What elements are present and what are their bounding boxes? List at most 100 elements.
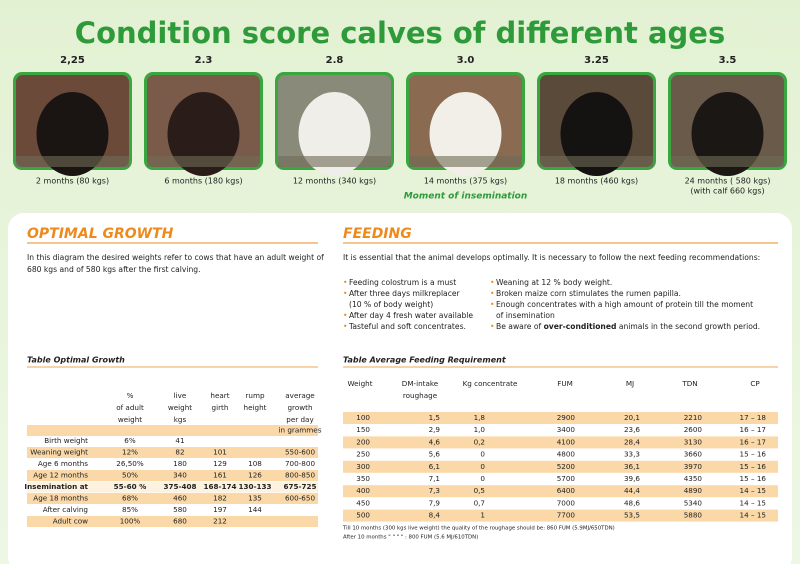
- row-band: [27, 447, 318, 458]
- table-cell: 1,8: [474, 413, 486, 422]
- table-cell: 212: [213, 517, 227, 526]
- table-cell: 200: [356, 437, 370, 446]
- table-cell: 15 – 16: [740, 474, 767, 483]
- table-cell: 300: [356, 462, 370, 471]
- table-cell: 4,6: [429, 437, 441, 446]
- table-cell: 14 – 15: [740, 511, 766, 520]
- table-cell: 82: [175, 448, 184, 457]
- table-cell: 500: [356, 511, 370, 520]
- table-cell: 7700: [557, 511, 576, 520]
- table-cell: 85%: [122, 505, 138, 514]
- table-cell: 33,3: [624, 450, 640, 459]
- column-header: CP: [750, 379, 760, 388]
- table-cell: 580: [173, 505, 187, 514]
- bullet-part: Be aware of: [496, 322, 544, 331]
- table-cell: 2900: [557, 413, 576, 422]
- row-band: [343, 460, 778, 473]
- table-cell: 41: [175, 436, 184, 445]
- column-header: Weight: [347, 379, 372, 388]
- photo-caption: 14 months (375 kgs): [424, 177, 507, 186]
- table-cell: 7,1: [429, 474, 440, 483]
- column-header: roughage: [403, 391, 438, 400]
- photo-ground: [671, 156, 784, 167]
- photo-caption: 24 months ( 580 kgs): [685, 177, 771, 186]
- table-cell: 5200: [557, 462, 576, 471]
- table-cell: 4100: [557, 437, 576, 446]
- table-cell: 12%: [122, 448, 138, 457]
- table-cell: 161: [213, 471, 227, 480]
- column-header: TDN: [681, 379, 697, 388]
- calf-body: [691, 92, 764, 176]
- feeding-intro: It is essential that the animal develops…: [343, 253, 760, 262]
- table-cell: 0: [480, 474, 485, 483]
- photo-ground: [278, 156, 391, 167]
- table-cell: Age 12 months: [33, 471, 88, 480]
- column-header: per day: [286, 415, 314, 424]
- table-cell: 0,5: [474, 486, 485, 495]
- bullet-text: of insemination: [496, 311, 555, 320]
- table-cell: After calving: [43, 505, 88, 514]
- body-text: 680 kgs and of 580 kgs after the first c…: [27, 265, 201, 274]
- table-cell: 600-650: [285, 494, 315, 503]
- table-cell: 16 – 17: [740, 425, 766, 434]
- table-cell: Insemination at: [24, 482, 88, 491]
- bullet-marker: •: [343, 311, 347, 320]
- table-cell: 15 – 16: [740, 462, 767, 471]
- bullet-text: Enough concentrates with a high amount o…: [496, 300, 753, 309]
- bullet-text: (10 % of body weight): [349, 300, 433, 309]
- body-text: In this diagram the desired weights refe…: [27, 253, 324, 262]
- table-cell: 4800: [557, 450, 576, 459]
- table-title: Table Optimal Growth: [27, 356, 125, 365]
- photo-ground: [540, 156, 653, 167]
- row-band: [343, 485, 778, 498]
- column-header: heart: [210, 391, 229, 400]
- table-cell: 5880: [684, 511, 703, 520]
- row-band: [27, 470, 318, 481]
- table-cell: 5340: [684, 498, 703, 507]
- bullet-text: After day 4 fresh water available: [349, 311, 473, 320]
- table-cell: 108: [248, 459, 262, 468]
- column-header: average: [285, 391, 315, 400]
- table-cell: 2210: [684, 413, 703, 422]
- table-cell: 350: [356, 474, 370, 483]
- calf-body: [167, 92, 240, 176]
- table-cell: 250: [356, 450, 370, 459]
- table-cell: 15 – 16: [740, 450, 767, 459]
- table-cell: 68%: [122, 494, 138, 503]
- table-cell: 340: [173, 471, 187, 480]
- table-cell: 550-600: [285, 448, 315, 457]
- table-cell: 135: [248, 494, 262, 503]
- caption-note: Moment of insemination: [404, 192, 528, 202]
- table-cell: Age 18 months: [33, 494, 88, 503]
- table-cell: 680: [173, 517, 187, 526]
- table-cell: 126: [248, 471, 262, 480]
- table-cell: 53,5: [624, 511, 640, 520]
- table-cell: Adult cow: [53, 517, 88, 526]
- table-cell: 129: [213, 459, 227, 468]
- condition-score: 3.25: [584, 55, 609, 66]
- table-cell: 0: [480, 462, 485, 471]
- bullet-marker: •: [490, 278, 494, 287]
- bullet-marker: •: [490, 300, 494, 309]
- table-cell: 14 – 15: [740, 498, 766, 507]
- table-cell: 36,1: [624, 462, 640, 471]
- condition-score: 2,25: [60, 55, 85, 66]
- row-band: [343, 412, 778, 424]
- table-cell: 4890: [684, 486, 703, 495]
- unit-label: in grammes: [279, 426, 322, 435]
- footnote: Till 10 months (300 kgs live weight) the…: [342, 526, 615, 532]
- photo-caption: 12 months (340 kgs): [293, 177, 376, 186]
- table-cell: 1,5: [429, 413, 440, 422]
- column-header: rump: [245, 391, 265, 400]
- column-header: kgs: [174, 415, 187, 424]
- condition-score: 3.0: [457, 55, 475, 66]
- table-cell: 20,1: [624, 413, 640, 422]
- photo-caption: (with calf 660 kgs): [690, 187, 764, 196]
- row-band: [27, 493, 318, 504]
- table-cell: 144: [248, 505, 262, 514]
- table-cell: 3400: [557, 425, 576, 434]
- photo-ground: [147, 156, 260, 167]
- table-cell: 0,2: [474, 437, 485, 446]
- column-header: live: [174, 391, 187, 400]
